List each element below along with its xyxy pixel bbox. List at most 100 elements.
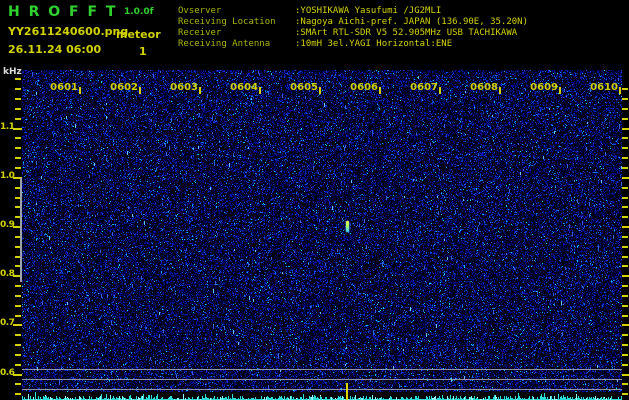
frequency-tick-right [622, 117, 628, 120]
frequency-tick-right [622, 304, 628, 307]
frequency-tick [15, 334, 21, 337]
frequency-tick-right [622, 216, 628, 219]
time-axis-label: 0609 [530, 82, 558, 93]
time-axis-label: 0601 [50, 82, 78, 93]
output-filename: YY2611240600.png [8, 25, 129, 38]
station-info-block: Ovserver:YOSHIKAWA Yasufumi /JG2MLI Recei… [178, 6, 528, 50]
frequency-tick [15, 216, 21, 219]
frequency-axis-label: 0.8 [0, 269, 15, 280]
station-info-value: :Nagoya Aichi-pref. JAPAN (136.90E, 35.2… [295, 17, 528, 27]
frequency-tick [15, 117, 21, 120]
station-info-label: Ovserver [178, 6, 222, 16]
frequency-tick [13, 176, 22, 179]
frequency-tick-right [622, 186, 628, 189]
time-tick [79, 87, 81, 94]
frequency-axis-label: 0.6 [0, 367, 15, 378]
frequency-axis-unit: kHz [3, 67, 22, 77]
frequency-tick [15, 78, 21, 81]
frequency-tick-right [622, 255, 628, 258]
frequency-tick-right [622, 235, 628, 238]
frequency-tick-right [622, 285, 628, 287]
frequency-tick-right [622, 265, 628, 268]
frequency-tick-right [622, 353, 628, 356]
frequency-tick-right [622, 393, 628, 396]
frequency-tick-right [622, 147, 628, 150]
frequency-tick-right [622, 334, 628, 337]
frequency-tick-right [622, 157, 628, 160]
reference-line [22, 369, 622, 371]
frequency-tick [15, 383, 21, 386]
frequency-tick-right [622, 275, 629, 278]
station-info-row: Receiving Location :Nagoya Aichi-pref. JA… [178, 17, 528, 28]
frequency-tick [15, 245, 21, 248]
frequency-tick-right [622, 127, 629, 130]
frequency-tick [13, 324, 22, 327]
frequency-tick-right [622, 324, 629, 327]
frequency-tick-right [622, 196, 628, 199]
time-axis-label: 0610 [590, 82, 618, 93]
frequency-tick-right [622, 294, 628, 297]
time-tick [199, 87, 201, 94]
frequency-tick-right [622, 226, 629, 228]
frequency-tick [15, 285, 21, 287]
frequency-tick [15, 137, 21, 140]
frequency-tick [15, 98, 21, 101]
frequency-tick [15, 304, 21, 307]
meteor-count: 1 [139, 45, 147, 58]
station-info-label: Receiver [178, 28, 222, 38]
frequency-tick [15, 167, 21, 169]
mode-label: meteor [116, 28, 161, 41]
spectrogram-canvas [22, 70, 622, 400]
reference-line [22, 388, 622, 390]
frequency-tick-right [622, 383, 628, 386]
time-tick [319, 87, 321, 94]
frequency-tick-right [622, 373, 629, 376]
frequency-axis-label: 1.0 [0, 170, 15, 181]
frequency-axis-label: 1.1 [0, 121, 15, 132]
observation-datetime: 26.11.24 06:00 [8, 43, 102, 56]
time-axis-label: 0606 [350, 82, 378, 93]
frequency-tick [15, 206, 21, 209]
frequency-tick-right [622, 314, 628, 317]
frequency-tick [15, 344, 21, 347]
frequency-tick [13, 275, 22, 278]
frequency-axis-label: 0.9 [0, 220, 15, 230]
frequency-scale-bar [20, 178, 22, 282]
time-axis-label: 0603 [170, 82, 198, 93]
frequency-tick [15, 186, 21, 189]
app-title: H R O F F T [8, 4, 118, 20]
station-info-label: Receiving Location [178, 17, 276, 27]
station-info-value: :10mH 3el.YAGI Horizontal:ENE [295, 39, 453, 49]
frequency-tick-right [622, 206, 628, 209]
frequency-tick [15, 157, 21, 160]
frequency-tick [15, 88, 21, 91]
frequency-tick-right [622, 176, 629, 179]
time-tick [499, 87, 501, 94]
frequency-tick-right [622, 98, 628, 101]
frequency-tick-right [622, 88, 628, 91]
station-info-value: :SMArt RTL-SDR V5 52.905MHz USB TACHIKAW… [295, 28, 518, 38]
meteor-echo [345, 221, 349, 233]
meteor-echo-marker [346, 383, 349, 400]
station-info-row: Receiver :SMArt RTL-SDR V5 52.905MHz USB … [178, 28, 528, 39]
frequency-tick [15, 196, 21, 199]
frequency-tick [15, 255, 21, 258]
reference-line [22, 378, 622, 380]
time-tick [139, 87, 141, 94]
station-info-row: Receiving Antenna:10mH 3el.YAGI Horizont… [178, 39, 528, 50]
frequency-tick [15, 294, 21, 297]
station-info-row: Ovserver:YOSHIKAWA Yasufumi /JG2MLI [178, 6, 528, 17]
frequency-tick [15, 314, 21, 317]
time-tick [439, 87, 441, 94]
time-axis-label: 0604 [230, 82, 258, 93]
time-tick [379, 87, 381, 94]
time-axis-label: 0607 [410, 82, 438, 93]
frequency-tick [15, 393, 21, 396]
frequency-tick [15, 265, 21, 268]
frequency-tick-right [622, 344, 628, 347]
frequency-tick-right [622, 245, 628, 248]
time-axis-label: 0608 [470, 82, 498, 93]
frequency-tick [13, 127, 22, 130]
frequency-tick [15, 107, 21, 110]
